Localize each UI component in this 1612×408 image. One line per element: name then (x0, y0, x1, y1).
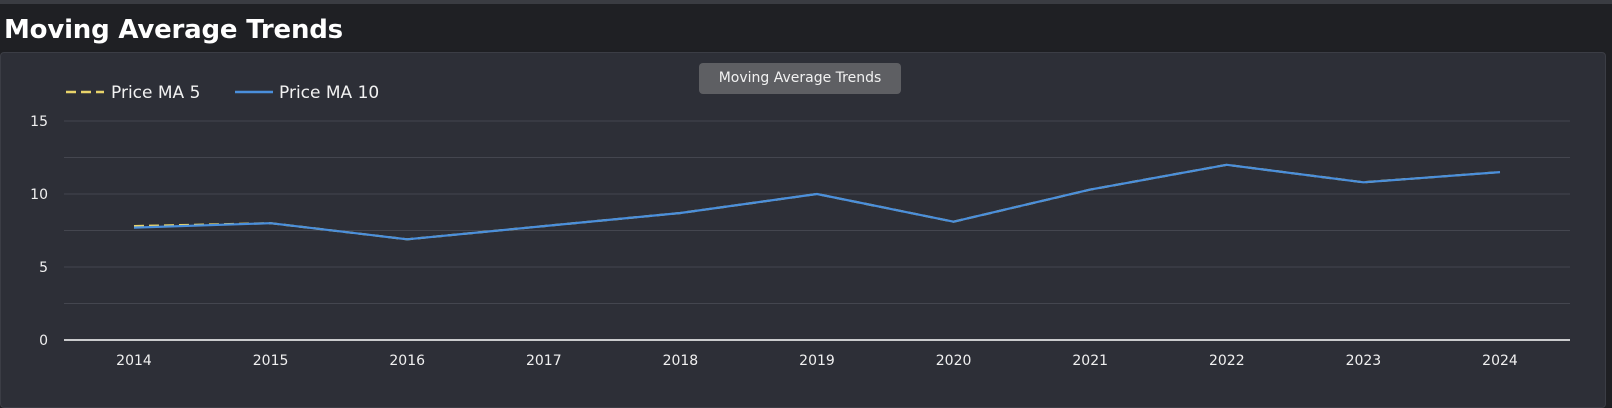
x-tick-label: 2024 (1482, 353, 1518, 369)
x-tick-label: 2021 (1072, 353, 1108, 369)
page-header: Moving Average Trends (0, 4, 1612, 50)
x-tick-label: 2023 (1346, 353, 1382, 369)
x-tick-label: 2017 (526, 353, 562, 369)
legend: Price MA 5 Price MA 10 (66, 83, 379, 103)
series-line-price-ma-10 (133, 163, 1501, 241)
page-title: Moving Average Trends (4, 15, 343, 45)
y-tick-label: 15 (30, 114, 48, 130)
series-line-price-ma-5 (133, 163, 1501, 241)
x-tick-label: 2020 (936, 353, 972, 369)
chart-tooltip: Moving Average Trends (699, 63, 901, 94)
x-tick-label: 2014 (116, 353, 152, 369)
grid-lines (64, 120, 1570, 304)
y-tick-label: 0 (39, 333, 48, 349)
y-tick-label: 10 (30, 187, 48, 203)
legend-label: Price MA 10 (279, 83, 379, 103)
legend-label: Price MA 5 (111, 83, 200, 103)
x-tick-label: 2022 (1209, 353, 1245, 369)
x-tick-label: 2018 (663, 353, 699, 369)
x-tick-label: 2015 (253, 353, 289, 369)
x-tick-label: 2016 (389, 353, 425, 369)
axes: 0 5 10 15 2014 2015 2016 2017 2018 2019 2020 2021 20… (30, 114, 1570, 369)
x-tick-label: 2019 (799, 353, 835, 369)
y-tick-label: 5 (39, 260, 48, 276)
series-lines (133, 163, 1501, 241)
window-top-strip (0, 0, 1612, 4)
